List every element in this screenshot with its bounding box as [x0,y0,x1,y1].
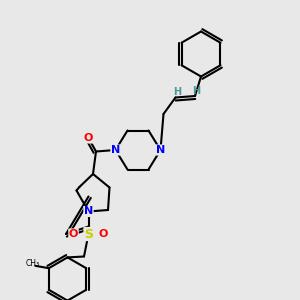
Text: CH₃: CH₃ [26,259,40,268]
Text: N: N [111,145,120,155]
Text: N: N [156,145,165,155]
Text: N: N [84,206,93,217]
Text: S: S [84,227,93,241]
Text: H: H [192,85,201,96]
Text: O: O [99,229,108,239]
Text: H: H [173,87,181,97]
Text: O: O [69,229,78,239]
Text: O: O [84,133,93,143]
